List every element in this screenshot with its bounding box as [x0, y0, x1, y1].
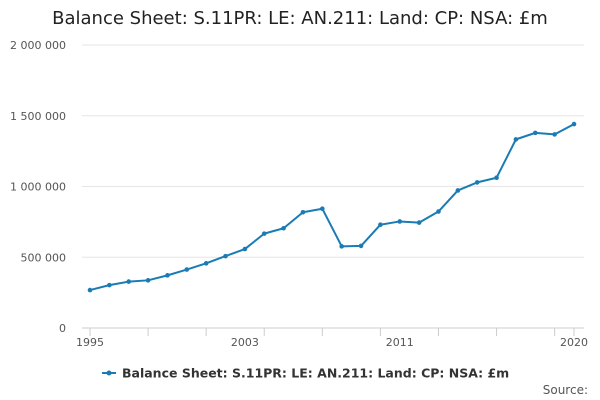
y-tick-label: 2 000 000: [10, 39, 66, 52]
y-tick-label: 0: [59, 322, 66, 335]
series-line: [89, 123, 575, 292]
data-point[interactable]: [126, 279, 132, 284]
y-axis-tick-labels: 0 500 000 1 000 000 1 500 000 2 000 000: [10, 39, 66, 335]
data-point[interactable]: [571, 121, 577, 127]
data-point[interactable]: [455, 188, 461, 193]
legend[interactable]: Balance Sheet: S.11PR: LE: AN.211: Land:…: [102, 366, 509, 381]
y-tick-label: 1 000 000: [10, 181, 66, 194]
x-tick-label: 2011: [386, 336, 414, 349]
data-point[interactable]: [242, 246, 248, 252]
data-point[interactable]: [145, 278, 151, 283]
data-point[interactable]: [474, 180, 480, 185]
data-point[interactable]: [513, 137, 519, 142]
legend-label: Balance Sheet: S.11PR: LE: AN.211: Land:…: [122, 366, 509, 381]
data-point[interactable]: [281, 225, 286, 231]
data-point[interactable]: [165, 273, 170, 278]
source-label: Source:: [543, 383, 588, 397]
data-point[interactable]: [320, 206, 325, 212]
y-tick-label: 500 000: [21, 251, 67, 264]
data-point[interactable]: [261, 231, 267, 236]
chart-title: Balance Sheet: S.11PR: LE: AN.211: Land:…: [52, 8, 548, 29]
data-point[interactable]: [552, 132, 557, 137]
gridlines: [82, 44, 584, 258]
data-point[interactable]: [87, 287, 93, 293]
x-tick-label: 2003: [231, 336, 259, 349]
data-point[interactable]: [416, 220, 422, 225]
x-tick-label: 2020: [560, 336, 588, 349]
series-line-layer: [87, 121, 577, 293]
data-point[interactable]: [397, 219, 403, 224]
data-point[interactable]: [203, 261, 209, 266]
data-point[interactable]: [184, 267, 190, 272]
data-point[interactable]: [223, 253, 228, 259]
data-point[interactable]: [358, 243, 364, 249]
data-point[interactable]: [107, 282, 112, 288]
data-point[interactable]: [300, 209, 306, 215]
x-axis: 1995 2003 2011 2020: [76, 328, 588, 349]
data-point[interactable]: [339, 244, 344, 249]
data-point[interactable]: [378, 222, 383, 228]
data-point[interactable]: [494, 175, 499, 181]
x-tick-label: 1995: [76, 336, 104, 349]
data-point[interactable]: [436, 209, 441, 214]
legend-swatch-marker: [106, 370, 112, 376]
y-tick-label: 1 500 000: [10, 110, 66, 123]
data-point[interactable]: [532, 130, 538, 136]
